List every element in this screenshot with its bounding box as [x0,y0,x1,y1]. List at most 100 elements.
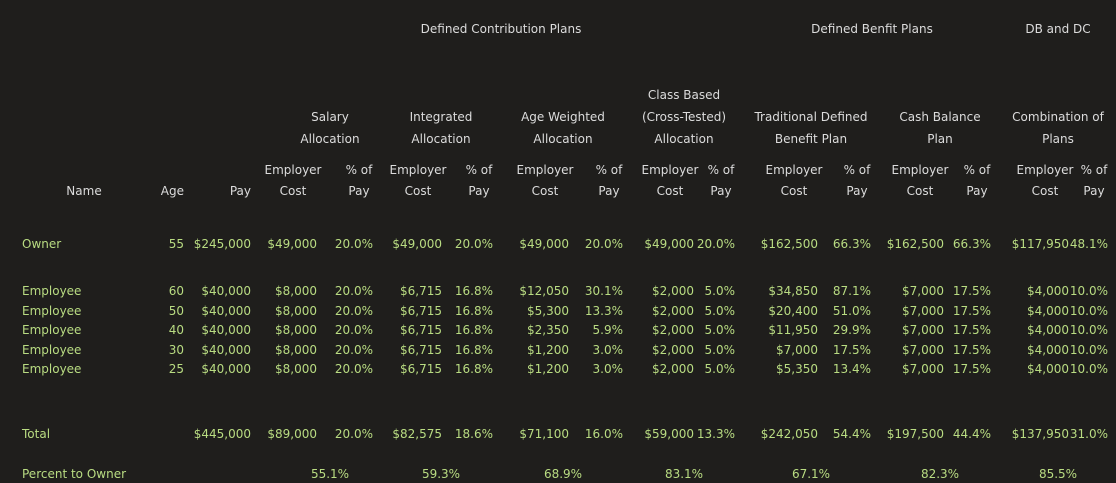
section-header: Defined Contribution Plans [401,21,601,37]
row-employer-cost: $5,350 [776,361,818,377]
row-name: Owner [22,236,61,252]
row-employer-cost: $4,000 [1027,303,1069,319]
row-pct-of-pay: 87.1% [833,283,871,299]
row-age: 30 [169,342,184,358]
row-employer-cost: $34,850 [768,283,818,299]
row-pay: $40,000 [201,283,251,299]
column-header-name: Name [44,183,124,199]
row-employer-cost: $7,000 [902,303,944,319]
row-pct-of-pay: 10.0% [1070,342,1108,358]
row-pct-of-pay: 20.0% [335,322,373,338]
row-age: 55 [169,236,184,252]
row-employer-cost: $7,000 [902,342,944,358]
row-employer-cost: $5,300 [527,303,569,319]
row-employer-cost: $7,000 [902,283,944,299]
total-employer-cost: $71,100 [519,426,569,442]
row-pct-of-pay: 20.0% [335,342,373,358]
total-pct-of-pay: 13.3% [697,426,735,442]
column-header-pct-of-pay: % of [994,162,1116,178]
row-employer-cost: $8,000 [275,322,317,338]
total-pay: $445,000 [194,426,251,442]
row-pay: $40,000 [201,322,251,338]
row-employer-cost: $6,715 [400,322,442,338]
total-pct-of-pay: 44.4% [953,426,991,442]
row-pct-of-pay: 10.0% [1070,361,1108,377]
row-employer-cost: $6,715 [400,283,442,299]
row-pct-of-pay: 13.3% [585,303,623,319]
row-pct-of-pay: 16.8% [455,361,493,377]
row-pct-of-pay: 10.0% [1070,322,1108,338]
row-employer-cost: $8,000 [275,303,317,319]
row-employer-cost: $2,000 [652,342,694,358]
row-employer-cost: $7,000 [902,322,944,338]
total-employer-cost: $197,500 [887,426,944,442]
row-employer-cost: $8,000 [275,361,317,377]
row-pct-of-pay: 16.8% [455,303,493,319]
row-pct-of-pay: 20.0% [585,236,623,252]
row-pct-of-pay: 30.1% [585,283,623,299]
row-employer-cost: $49,000 [267,236,317,252]
row-pay: $245,000 [194,236,251,252]
row-pct-of-pay: 17.5% [953,322,991,338]
row-pct-of-pay: 5.0% [705,303,736,319]
row-employer-cost: $6,715 [400,361,442,377]
row-pct-of-pay: 17.5% [953,342,991,358]
row-employer-cost: $20,400 [768,303,818,319]
row-pct-of-pay: 5.9% [593,322,624,338]
row-employer-cost: $4,000 [1027,322,1069,338]
row-pct-of-pay: 5.0% [705,361,736,377]
row-pct-of-pay: 10.0% [1070,303,1108,319]
row-pct-of-pay: 13.4% [833,361,871,377]
row-name: Employee [22,322,81,338]
total-employer-cost: $89,000 [267,426,317,442]
row-employer-cost: $6,715 [400,342,442,358]
row-pct-of-pay: 20.0% [335,236,373,252]
row-pct-of-pay: 51.0% [833,303,871,319]
row-employer-cost: $7,000 [776,342,818,358]
row-pct-of-pay: 3.0% [593,361,624,377]
row-employer-cost: $2,000 [652,322,694,338]
percent-to-owner-value: 85.5% [958,466,1116,482]
row-pct-of-pay: 20.0% [335,303,373,319]
row-employer-cost: $1,200 [527,342,569,358]
row-pct-of-pay: 16.8% [455,322,493,338]
row-pct-of-pay: 17.5% [953,303,991,319]
column-header-age: Age [161,183,184,199]
row-name: Employee [22,361,81,377]
row-employer-cost: $117,950 [1012,236,1069,252]
row-pct-of-pay: 3.0% [593,342,624,358]
row-employer-cost: $2,000 [652,283,694,299]
total-pct-of-pay: 20.0% [335,426,373,442]
total-employer-cost: $137,950 [1012,426,1069,442]
row-age: 40 [169,322,184,338]
row-employer-cost: $2,000 [652,303,694,319]
row-employer-cost: $6,715 [400,303,442,319]
row-pct-of-pay: 5.0% [705,342,736,358]
row-pct-of-pay: 48.1% [1070,236,1108,252]
total-employer-cost: $59,000 [644,426,694,442]
plan-header: Class Based [584,87,784,103]
row-pct-of-pay: 20.0% [335,361,373,377]
row-employer-cost: $12,050 [519,283,569,299]
total-pct-of-pay: 18.6% [455,426,493,442]
row-employer-cost: $162,500 [761,236,818,252]
row-age: 50 [169,303,184,319]
row-pay: $40,000 [201,342,251,358]
row-employer-cost: $4,000 [1027,342,1069,358]
row-name: Employee [22,342,81,358]
column-header-pct-of-pay: Pay [994,183,1116,199]
row-pct-of-pay: 5.0% [705,322,736,338]
row-pct-of-pay: 17.5% [953,283,991,299]
row-name: Employee [22,283,81,299]
row-employer-cost: $2,000 [652,361,694,377]
section-header: DB and DC [958,21,1116,37]
total-label: Total [22,426,50,442]
row-age: 60 [169,283,184,299]
row-pct-of-pay: 20.0% [455,236,493,252]
total-pct-of-pay: 31.0% [1070,426,1108,442]
row-employer-cost: $4,000 [1027,361,1069,377]
row-name: Employee [22,303,81,319]
row-employer-cost: $8,000 [275,342,317,358]
row-employer-cost: $11,950 [768,322,818,338]
